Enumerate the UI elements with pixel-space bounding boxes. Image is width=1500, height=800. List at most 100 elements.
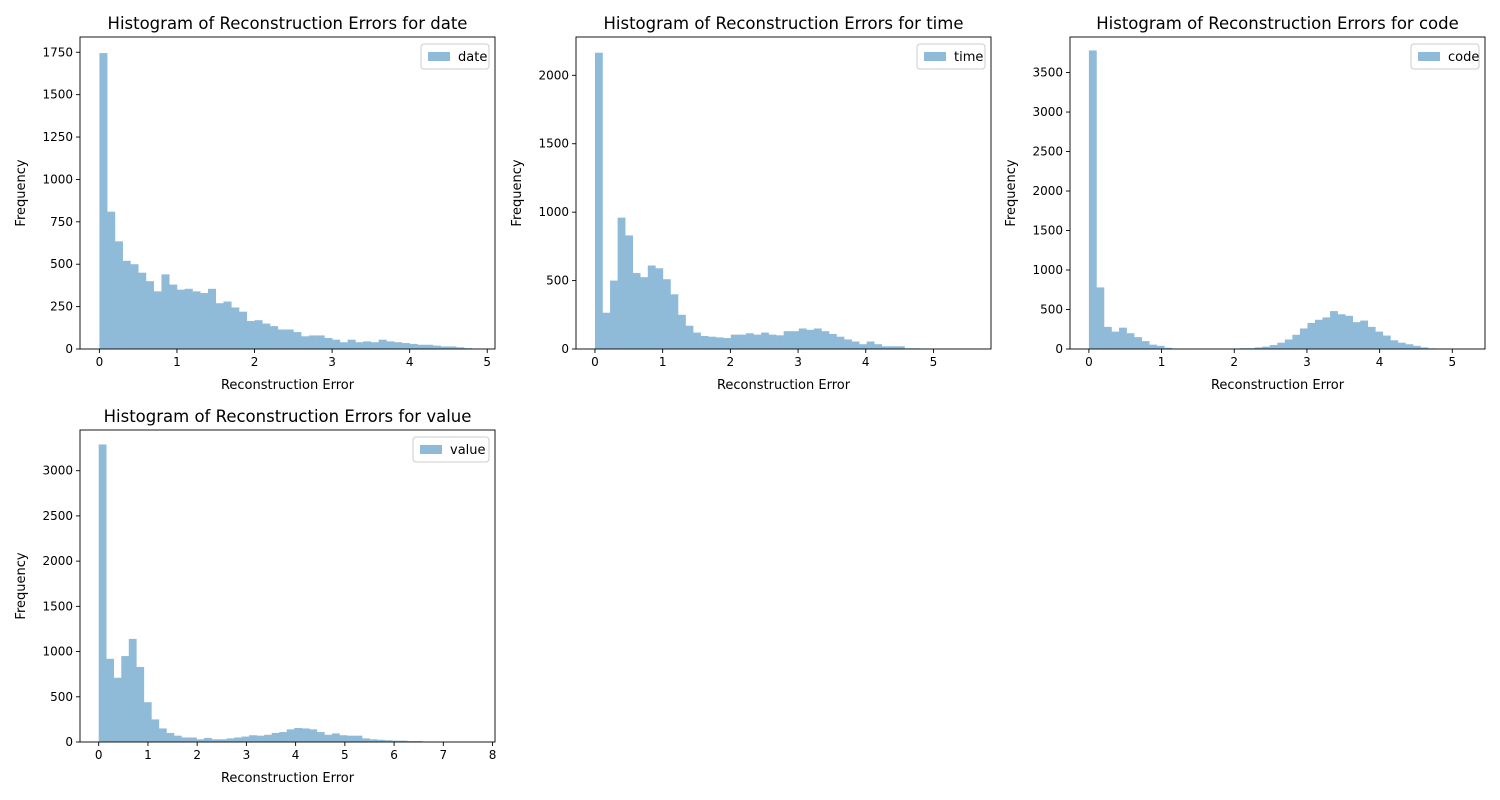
histogram-bar bbox=[161, 274, 170, 349]
histogram-bar bbox=[745, 333, 754, 349]
histogram-bar bbox=[370, 342, 379, 349]
histogram-bar bbox=[1111, 331, 1120, 349]
y-tick-label: 500 bbox=[546, 274, 569, 288]
histogram-bar bbox=[176, 289, 186, 349]
x-tick-label: 5 bbox=[483, 355, 491, 369]
x-tick-label: 7 bbox=[439, 748, 447, 762]
histogram-bar bbox=[173, 735, 182, 742]
x-tick-label: 0 bbox=[1085, 355, 1093, 369]
histogram-bar bbox=[384, 740, 393, 742]
x-tick-label: 4 bbox=[862, 355, 870, 369]
axes-frame bbox=[79, 429, 496, 743]
x-tick-label: 2 bbox=[193, 748, 201, 762]
histogram-bar bbox=[708, 336, 717, 349]
histogram-bar bbox=[1126, 333, 1135, 349]
histogram-bar bbox=[640, 277, 649, 349]
histogram-bar bbox=[700, 336, 709, 349]
histogram-bar bbox=[166, 732, 175, 742]
histogram-bar bbox=[889, 346, 898, 349]
histogram-bar bbox=[409, 343, 418, 349]
histogram-bar bbox=[730, 334, 739, 349]
y-tick-label: 0 bbox=[561, 342, 569, 356]
histogram-bar bbox=[153, 291, 162, 349]
histogram-bar bbox=[813, 328, 822, 349]
histogram-bar bbox=[440, 346, 449, 349]
histogram-bar bbox=[1269, 345, 1278, 349]
histogram-bar bbox=[207, 288, 217, 349]
histogram-bar bbox=[122, 260, 131, 349]
x-tick-label: 3 bbox=[243, 748, 251, 762]
histogram-bar bbox=[594, 52, 603, 349]
histogram-bar bbox=[1375, 331, 1384, 349]
histogram-bar bbox=[791, 331, 800, 349]
histogram-panel: 0 1 2 3 4 5 0 500 1000 1500 2000 Histogram of Recon… bbox=[510, 14, 992, 393]
histogram-bar bbox=[896, 346, 905, 349]
histogram-bar bbox=[223, 301, 232, 349]
histogram-bar bbox=[828, 333, 837, 349]
histogram-bar bbox=[219, 739, 227, 742]
histogram-bar bbox=[1307, 322, 1316, 349]
legend-swatch bbox=[420, 445, 442, 454]
histogram-bar bbox=[1103, 326, 1112, 349]
y-tick-label: 1500 bbox=[42, 599, 73, 613]
histogram-bar bbox=[407, 741, 415, 742]
y-tick-label: 1250 bbox=[42, 130, 73, 144]
histogram-bar bbox=[1360, 320, 1369, 349]
histogram-bar bbox=[1397, 342, 1406, 349]
y-axis-label: Frequency bbox=[510, 159, 525, 226]
legend-label: date bbox=[458, 50, 487, 65]
histogram-bar bbox=[1141, 341, 1150, 349]
x-axis-label: Reconstruction Error bbox=[221, 771, 355, 786]
legend-box bbox=[916, 43, 986, 70]
x-tick-label: 5 bbox=[1448, 355, 1456, 369]
histogram-bar bbox=[192, 291, 201, 349]
histogram-bar bbox=[670, 294, 679, 349]
histogram-bar bbox=[655, 268, 664, 349]
histogram-bar bbox=[456, 347, 465, 349]
histogram-bar bbox=[98, 444, 107, 742]
histogram-bar bbox=[617, 217, 626, 349]
histogram-bar bbox=[677, 314, 686, 349]
histogram-bar bbox=[432, 345, 442, 349]
y-tick-label: 2500 bbox=[42, 509, 73, 523]
histogram-bar bbox=[1149, 344, 1158, 349]
histogram-bar bbox=[1164, 347, 1173, 349]
histogram-bar bbox=[293, 332, 302, 349]
chart-title: Histogram of Reconstruction Errors for t… bbox=[604, 14, 964, 33]
x-tick-label: 5 bbox=[930, 355, 938, 369]
histogram-bar bbox=[354, 735, 363, 742]
histogram-bar bbox=[1367, 326, 1376, 349]
histogram-bar bbox=[128, 638, 137, 742]
y-tick-label: 3000 bbox=[42, 464, 73, 478]
histogram-bar bbox=[99, 53, 108, 349]
histogram-bar bbox=[866, 341, 875, 349]
histogram-bar bbox=[1254, 347, 1263, 349]
histogram-bar bbox=[264, 734, 273, 742]
legend-label: time bbox=[954, 50, 983, 65]
x-tick-label: 4 bbox=[406, 355, 414, 369]
histogram-bar bbox=[130, 264, 139, 349]
histogram-bar bbox=[285, 329, 294, 349]
y-tick-label: 1000 bbox=[42, 172, 73, 186]
histogram-bar bbox=[200, 293, 209, 349]
x-tick-label: 0 bbox=[95, 748, 103, 762]
x-axis-label: Reconstruction Error bbox=[221, 378, 355, 393]
histogram-bar bbox=[1345, 315, 1353, 349]
histogram-panel: 0 1 2 3 4 5 0 500 1000 1500 2000 2500 3000 3500 Histog… bbox=[1004, 14, 1486, 393]
x-tick-label: 3 bbox=[794, 355, 802, 369]
histogram-bar bbox=[308, 335, 317, 349]
histogram-panel: 0 1 2 3 4 5 0 250 500 750 1000 1250 1500 1750 Histogra… bbox=[14, 14, 496, 393]
histogram-bar bbox=[1322, 317, 1331, 349]
x-tick-label: 4 bbox=[292, 748, 300, 762]
histogram-bar bbox=[241, 736, 250, 742]
histogram-bar bbox=[881, 346, 890, 349]
legend-swatch bbox=[428, 52, 450, 61]
histogram-bar bbox=[324, 337, 333, 349]
histogram-bar bbox=[399, 740, 408, 742]
histogram-bar bbox=[761, 332, 769, 349]
y-tick-label: 500 bbox=[1040, 303, 1063, 317]
histogram-bar bbox=[286, 729, 295, 742]
histogram-bar bbox=[392, 740, 400, 742]
histogram-bar bbox=[106, 658, 115, 742]
histogram-bar bbox=[234, 737, 242, 742]
